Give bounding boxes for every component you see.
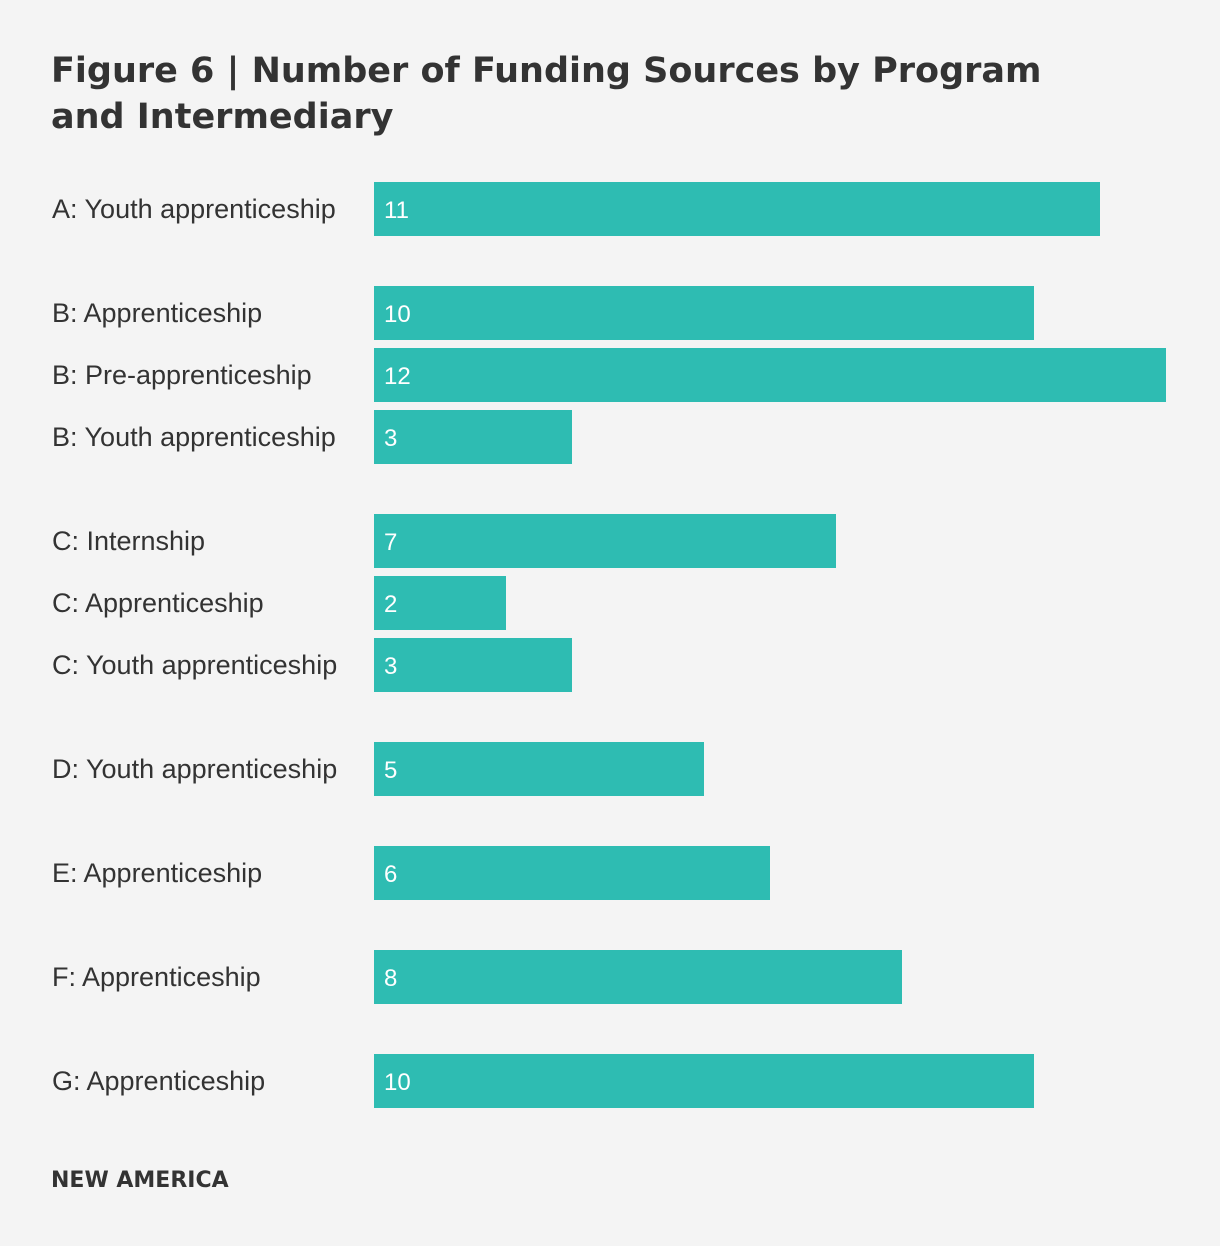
- category-label: B: Apprenticeship: [52, 298, 262, 328]
- category-label: A: Youth apprenticeship: [52, 194, 336, 224]
- bar: [374, 638, 572, 692]
- bar: [374, 348, 1166, 402]
- bar: [374, 576, 506, 630]
- category-label: G: Apprenticeship: [52, 1066, 265, 1096]
- value-label: 7: [384, 529, 397, 556]
- category-label: D: Youth apprenticeship: [52, 754, 337, 784]
- bar: [374, 286, 1034, 340]
- bar: [374, 182, 1100, 236]
- value-label: 10: [384, 301, 411, 328]
- chart-title: Figure 6 | Number of Funding Sources by …: [51, 51, 1042, 137]
- category-label: C: Internship: [52, 526, 205, 556]
- value-label: 2: [384, 591, 397, 618]
- category-label: B: Pre-apprenticeship: [52, 360, 312, 390]
- category-label: C: Apprenticeship: [52, 588, 264, 618]
- value-label: 5: [384, 757, 397, 784]
- value-label: 10: [384, 1069, 411, 1096]
- category-label: C: Youth apprenticeship: [52, 650, 337, 680]
- value-label: 11: [384, 197, 409, 224]
- value-label: 3: [384, 425, 397, 452]
- category-label: E: Apprenticeship: [52, 858, 262, 888]
- value-label: 8: [384, 965, 397, 992]
- value-label: 6: [384, 861, 397, 888]
- bar: [374, 950, 902, 1004]
- bar: [374, 742, 704, 796]
- category-label: F: Apprenticeship: [52, 962, 261, 992]
- bar: [374, 514, 836, 568]
- bar: [374, 846, 770, 900]
- bar: [374, 1054, 1034, 1108]
- value-label: 12: [384, 363, 411, 390]
- value-label: 3: [384, 653, 397, 680]
- category-label: B: Youth apprenticeship: [52, 422, 336, 452]
- bar: [374, 410, 572, 464]
- footer-brand: NEW AMERICA: [51, 1168, 229, 1193]
